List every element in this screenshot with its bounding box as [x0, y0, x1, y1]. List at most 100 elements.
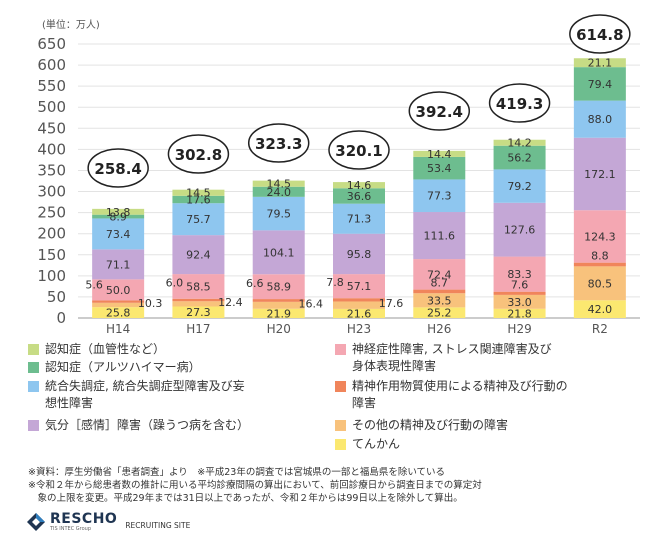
bar-segment [573, 100, 626, 138]
data-label: 13.8 [106, 206, 131, 219]
bar-segment [92, 279, 145, 301]
legend-label: 神経症性障害, ストレス関連障害及び [352, 342, 552, 356]
legend-item-mood-disorder: 気分［感情］障害（躁うつ病を含む） [28, 417, 249, 434]
legend-item-epilepsy: てんかん [335, 436, 400, 453]
data-label: 73.4 [106, 228, 131, 241]
data-label: 24.0 [266, 186, 291, 199]
rescho-logo-icon [27, 513, 45, 531]
bar-segment [573, 58, 626, 68]
stacked-bar-chart: 050100150200250300350400450500550600650 … [37, 14, 640, 336]
data-label: 7.6 [511, 279, 529, 292]
x-tick-label: H14 [106, 322, 130, 336]
bar-segment [573, 210, 626, 263]
note-line: ※資料：厚生労働省「患者調査」より ※平成23年の調査では宮城県の一部と福島県を… [28, 467, 446, 478]
y-tick-label: 550 [37, 77, 66, 95]
bar-segment [92, 214, 145, 219]
data-label: 71.3 [347, 213, 372, 226]
data-label: 95.8 [347, 248, 372, 261]
bar-segment [252, 308, 305, 318]
data-label: 79.4 [588, 78, 613, 91]
y-tick-label: 50 [47, 288, 66, 306]
legend-label: てんかん [352, 437, 401, 451]
y-tick-label: 100 [37, 267, 66, 285]
y-axis: 0 50 100 150 200 250 300 350 400 450 500 550 600 650 [37, 35, 66, 327]
bar-segment [333, 188, 385, 204]
data-labels: 25.810.35.6 50.071.173.48.913.827.312.46.… [85, 57, 615, 321]
total-label: 323.3 [255, 135, 302, 153]
bar-segment [172, 203, 225, 236]
y-tick-label: 350 [37, 161, 66, 179]
y-tick-label: 600 [37, 56, 66, 74]
total-bubble [488, 83, 551, 123]
total-label: 320.1 [335, 142, 382, 160]
bar-segment [573, 262, 626, 267]
legend-item-neurotic: 神経症性障害, ストレス関連障害及び 身体表現性障害 [335, 341, 552, 375]
data-label: 50.0 [106, 284, 131, 297]
bar-segment [493, 145, 546, 170]
unit-label: (単位：万人) [42, 18, 100, 31]
bar-segment [493, 294, 546, 309]
data-label: 92.4 [186, 249, 211, 262]
data-label: 14.2 [507, 137, 532, 150]
data-label: 56.2 [507, 152, 532, 165]
data-label: 14.6 [347, 179, 372, 192]
y-tick-label: 300 [37, 183, 66, 201]
bar-segment [413, 259, 466, 290]
legend-swatch [335, 420, 346, 431]
y-tick-label: 450 [37, 119, 66, 137]
legend-label-cont: 障害 [352, 396, 377, 410]
x-tick-label: H26 [427, 322, 451, 336]
legend-item-schizophrenia: 統合失調症, 統合失調症型障害及び妄 想性障害 [28, 378, 245, 412]
data-label: 21.6 [347, 307, 372, 320]
data-label: 5.6 [85, 278, 103, 291]
x-tick-label: H20 [267, 322, 291, 336]
data-label: 75.7 [186, 213, 211, 226]
data-label: 8.7 [431, 277, 449, 290]
legend-item-substance: 精神作用物質使用による精神及び行動の 障害 [335, 378, 568, 412]
bar-segment [413, 293, 466, 308]
data-label: 58.9 [266, 281, 291, 294]
data-label: 8.9 [109, 211, 127, 224]
data-label: 42.0 [588, 303, 613, 316]
bar-segment [172, 274, 225, 299]
y-tick-label: 0 [56, 309, 66, 327]
data-label: 10.3 [138, 297, 163, 310]
bar-segment [493, 202, 546, 257]
data-label: 71.1 [106, 258, 131, 271]
bar-segment [413, 289, 466, 294]
legend-swatch [28, 344, 39, 355]
bar-segment [493, 169, 546, 203]
data-label: 83.3 [507, 268, 532, 281]
legend-swatch [28, 362, 39, 373]
y-tick-label: 500 [37, 98, 66, 116]
bar-segment [333, 298, 385, 302]
data-label: 77.3 [427, 190, 452, 203]
legend-item-other: その他の精神及び行動の障害 [335, 417, 508, 434]
data-label: 25.2 [427, 307, 452, 320]
bar-segment [413, 307, 466, 318]
legend-label: 認知症（アルツハイマー病） [45, 360, 201, 374]
bar-segment [172, 301, 225, 307]
bar-segment [252, 196, 305, 231]
bar-segment [172, 195, 225, 204]
y-tick-label: 200 [37, 225, 66, 243]
x-tick-label: R2 [592, 322, 608, 336]
x-tick-label: H23 [347, 322, 371, 336]
bar-segment [413, 150, 466, 157]
x-axis: H14 H17 H20 H23 H26 H29 R2 [106, 322, 608, 336]
legend-item-vascular-dementia: 認知症（血管性など） [28, 341, 165, 358]
data-label: 17.6 [379, 297, 404, 310]
data-label: 16.4 [298, 297, 323, 310]
bar-segment [252, 180, 305, 187]
data-label: 57.1 [347, 280, 372, 293]
legend-swatch [28, 381, 39, 392]
legend: 認知症（血管性など） 認知症（アルツハイマー病） 統合失調症, 統合失調症型障害… [28, 341, 628, 461]
bar-segment [573, 137, 626, 211]
legend-item-alzheimer: 認知症（アルツハイマー病） [28, 359, 201, 376]
legend-label: 統合失調症, 統合失調症型障害及び妄 [45, 379, 245, 393]
legend-swatch [335, 344, 346, 355]
data-label: 36.6 [347, 190, 372, 203]
y-tick-label: 250 [37, 204, 66, 222]
data-label: 80.5 [588, 277, 613, 290]
data-label: 12.4 [218, 296, 243, 309]
